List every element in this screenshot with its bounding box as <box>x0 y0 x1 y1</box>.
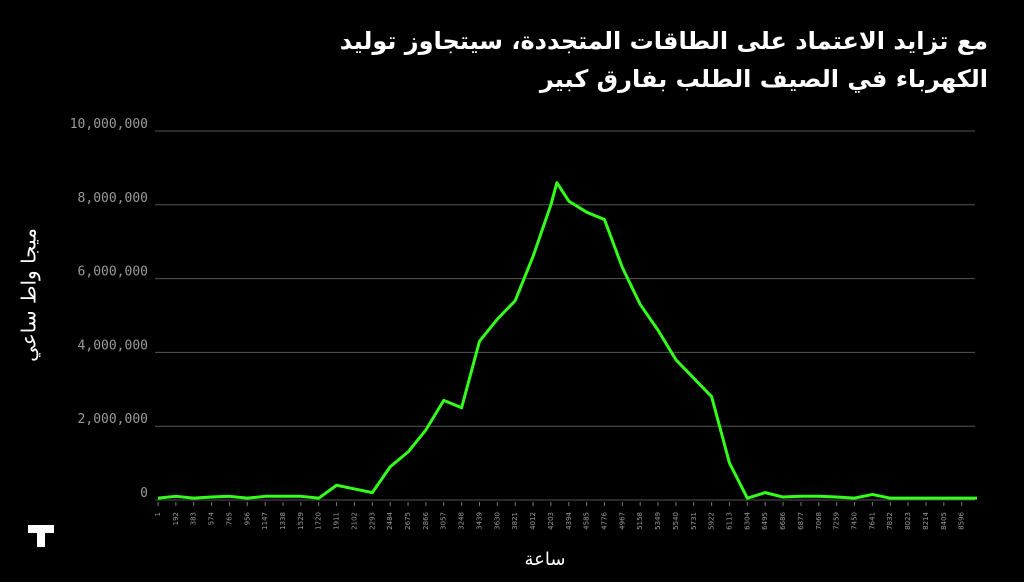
x-tick-label: 2675 <box>404 512 412 530</box>
x-tick-label: 3439 <box>475 512 483 530</box>
x-tick-label: 574 <box>208 511 216 525</box>
x-tick-label: 6495 <box>761 512 769 530</box>
x-tick-label: 4967 <box>618 512 626 530</box>
x-tick-label: 1720 <box>315 512 323 530</box>
y-tick-label: 0 <box>140 486 148 501</box>
y-tick-label: 8,000,000 <box>78 191 148 206</box>
x-tick-label: 5158 <box>636 512 644 530</box>
x-tick-label: 2484 <box>386 511 394 529</box>
x-tick-label: 7259 <box>833 512 841 530</box>
x-tick-label: 6113 <box>725 512 733 530</box>
y-axis-label: ميجا واط ساعي <box>17 228 42 362</box>
x-tick-label: 5540 <box>672 512 680 530</box>
x-tick-label: 3057 <box>440 512 448 530</box>
x-tick-label: 4012 <box>529 512 537 530</box>
x-tick-label: 7450 <box>851 512 859 530</box>
x-tick-label: 2866 <box>422 511 430 529</box>
x-tick-label: 3248 <box>458 512 466 530</box>
x-tick-label: 1147 <box>261 512 269 530</box>
y-tick-label: 2,000,000 <box>78 412 148 427</box>
x-tick-label: 4394 <box>565 511 573 529</box>
x-tick-label: 5731 <box>690 512 698 530</box>
y-tick-label: 4,000,000 <box>78 338 148 353</box>
x-tick-label: 7641 <box>868 512 876 530</box>
y-tick-label: 10,000,000 <box>70 117 148 132</box>
logo-mark <box>28 525 54 547</box>
x-tick-label: 8405 <box>940 512 948 530</box>
x-tick-label: 6877 <box>797 512 805 530</box>
x-tick-label: 8596 <box>958 511 966 529</box>
x-tick-label: 1338 <box>279 512 287 530</box>
x-tick-label: 5349 <box>654 512 662 530</box>
x-tick-label: 2102 <box>350 512 358 530</box>
x-tick-label: 4585 <box>583 512 591 530</box>
x-tick-label: 8214 <box>922 511 930 529</box>
x-tick-label: 8023 <box>904 512 912 530</box>
x-tick-label: 6686 <box>779 511 787 529</box>
x-tick-label: 1911 <box>333 512 341 530</box>
x-tick-label: 1 <box>154 512 162 516</box>
chart-title: مع تزايد الاعتماد على الطاقات المتجددة، … <box>339 27 988 93</box>
x-tick-label: 6304 <box>743 511 751 529</box>
x-tick-label: 192 <box>172 512 180 525</box>
x-axis-label: ساعة <box>525 549 566 570</box>
logo <box>28 525 54 547</box>
x-tick-label: 7832 <box>886 512 894 530</box>
x-tick-label: 5922 <box>708 512 716 530</box>
x-tick-label: 7068 <box>815 512 823 530</box>
x-tick-label: 765 <box>225 512 233 525</box>
title-box: مع تزايد الاعتماد على الطاقات المتجددة، … <box>339 27 988 93</box>
x-tick-label: 3821 <box>511 512 519 530</box>
x-tick-label: 4776 <box>600 511 608 529</box>
y-tick-label: 6,000,000 <box>78 265 148 280</box>
data-line <box>157 181 977 500</box>
x-tick-label: 4203 <box>547 512 555 530</box>
x-tick-label: 956 <box>243 511 251 525</box>
x-tick-label: 2293 <box>368 512 376 530</box>
x-tick-label: 1529 <box>297 512 305 530</box>
x-tick-label: 383 <box>190 512 198 525</box>
x-tick-label: 3630 <box>493 512 501 530</box>
